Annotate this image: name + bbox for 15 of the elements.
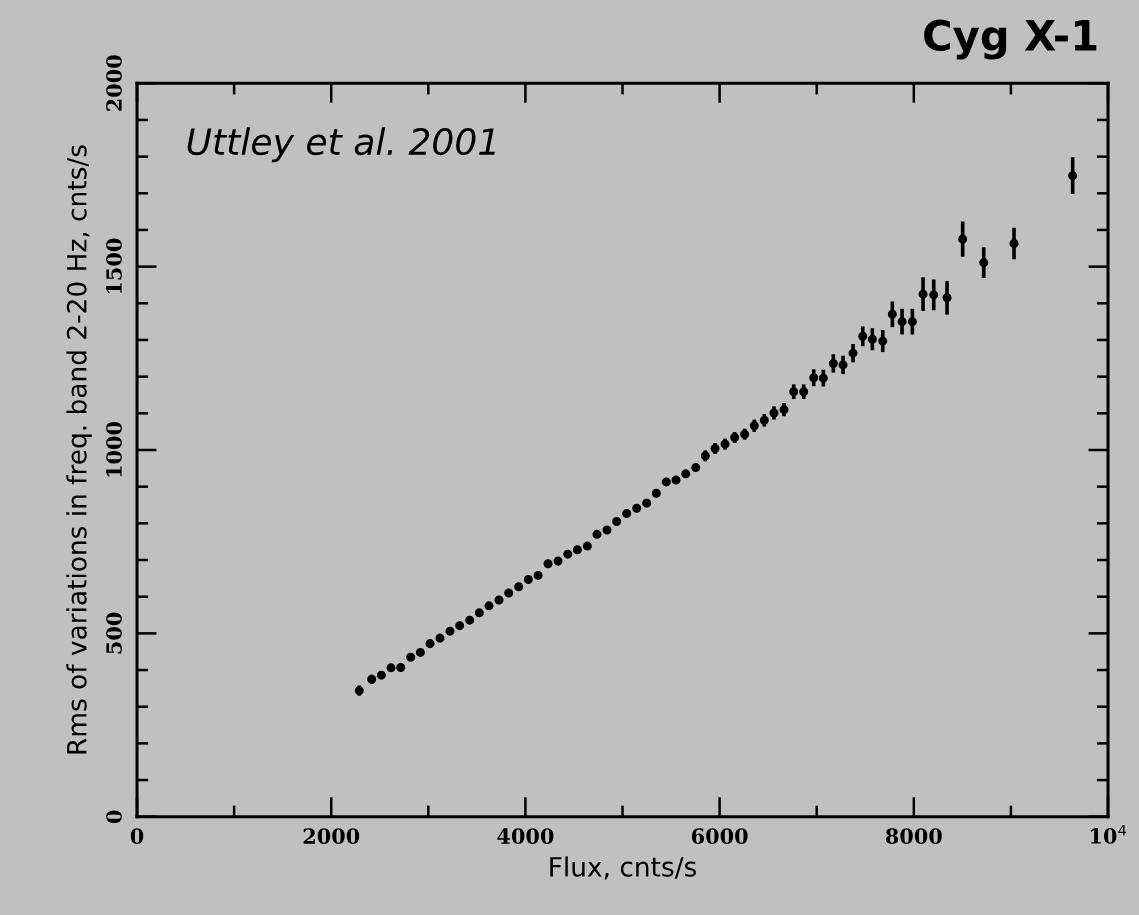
- y-tick-label: 500: [106, 612, 122, 654]
- x-axis-title: Flux, cnts/s: [550, 856, 697, 880]
- y-tick-label: 1500: [106, 238, 122, 294]
- y-tick-label: 0: [106, 810, 122, 823]
- x-tick-label: 6000: [691, 828, 748, 844]
- y-tick-label: 2000: [106, 55, 122, 111]
- x-tick-label: 8000: [885, 828, 942, 844]
- y-tick-label: 1000: [106, 421, 122, 477]
- x-tick-label: 0: [130, 828, 144, 844]
- x-tick-label: 2000: [303, 828, 360, 844]
- y-axis-title: Rms of variations in freq. band 2-20 Hz, cnts/s: [66, 145, 92, 754]
- x-tick-label: 10$^{4}$: [1090, 824, 1127, 844]
- x-tick-label: 4000: [497, 828, 554, 844]
- annotation: Uttley et al. 2001: [187, 127, 495, 163]
- chart-title: Cyg X-1: [924, 19, 1097, 60]
